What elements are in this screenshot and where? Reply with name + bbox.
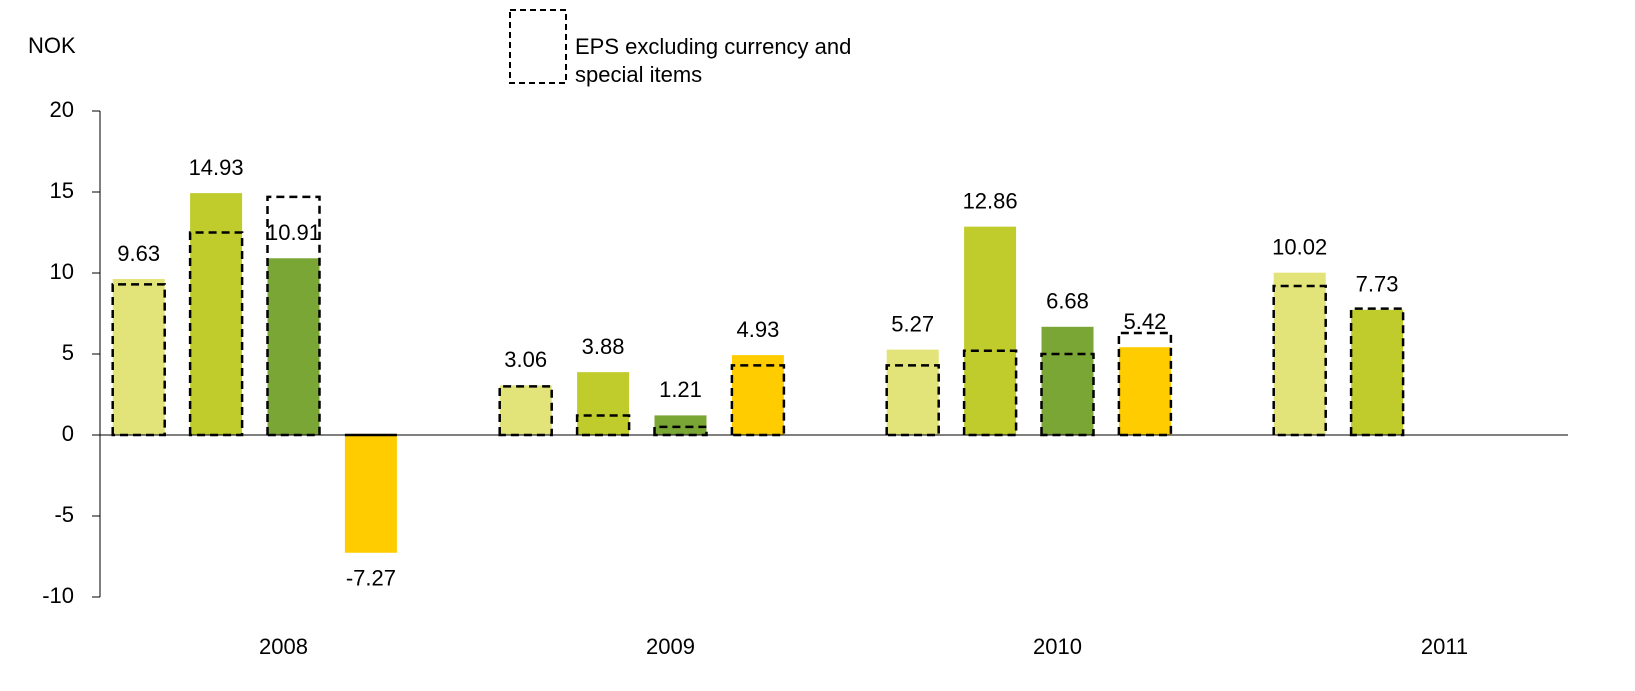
y-tick-label: 10 xyxy=(50,259,74,284)
y-tick-label: -10 xyxy=(42,583,74,608)
bar xyxy=(886,349,939,435)
bar xyxy=(344,435,397,553)
bar xyxy=(267,258,320,435)
bar xyxy=(1273,272,1326,435)
reference-box xyxy=(1040,352,1095,437)
data-label: 3.88 xyxy=(582,334,625,359)
bar xyxy=(1351,309,1404,435)
data-label: 5.27 xyxy=(891,311,934,336)
y-tick-label: 5 xyxy=(62,340,74,365)
reference-box xyxy=(498,385,553,437)
bar xyxy=(964,226,1017,435)
bar xyxy=(654,415,707,435)
reference-box xyxy=(266,195,321,437)
x-tick-label: 2008 xyxy=(259,634,308,659)
y-tick-label: -5 xyxy=(54,502,74,527)
y-tick-label: 0 xyxy=(62,421,74,446)
legend-swatch xyxy=(509,9,567,84)
bar xyxy=(1041,326,1094,435)
data-label: 3.06 xyxy=(504,347,547,372)
bar xyxy=(499,385,552,435)
x-tick-label: 2011 xyxy=(1421,634,1468,659)
data-label: 14.93 xyxy=(189,155,244,180)
data-label: 7.73 xyxy=(1356,272,1399,297)
bar xyxy=(112,278,165,435)
bar xyxy=(190,193,243,435)
y-tick-label: 15 xyxy=(50,178,74,203)
x-tick-label: 2009 xyxy=(646,634,695,659)
data-label: 5.42 xyxy=(1123,309,1166,334)
y-tick-label: 20 xyxy=(50,97,74,122)
x-tick-label: 2010 xyxy=(1033,634,1082,659)
legend-label: EPS excluding currency and special items xyxy=(575,34,852,87)
data-label: 10.02 xyxy=(1272,234,1327,259)
data-label: 12.86 xyxy=(963,188,1018,213)
y-axis-label: NOK xyxy=(28,33,76,58)
data-label: 4.93 xyxy=(736,317,779,342)
bar xyxy=(1118,347,1171,435)
reference-box xyxy=(1349,307,1405,437)
data-label: 10.91 xyxy=(266,220,321,245)
data-label: -7.27 xyxy=(346,566,396,591)
data-label: 1.21 xyxy=(659,377,702,402)
data-label: 6.68 xyxy=(1046,289,1089,314)
bar xyxy=(731,355,784,435)
bar xyxy=(577,372,630,435)
data-label: 9.63 xyxy=(117,241,160,266)
